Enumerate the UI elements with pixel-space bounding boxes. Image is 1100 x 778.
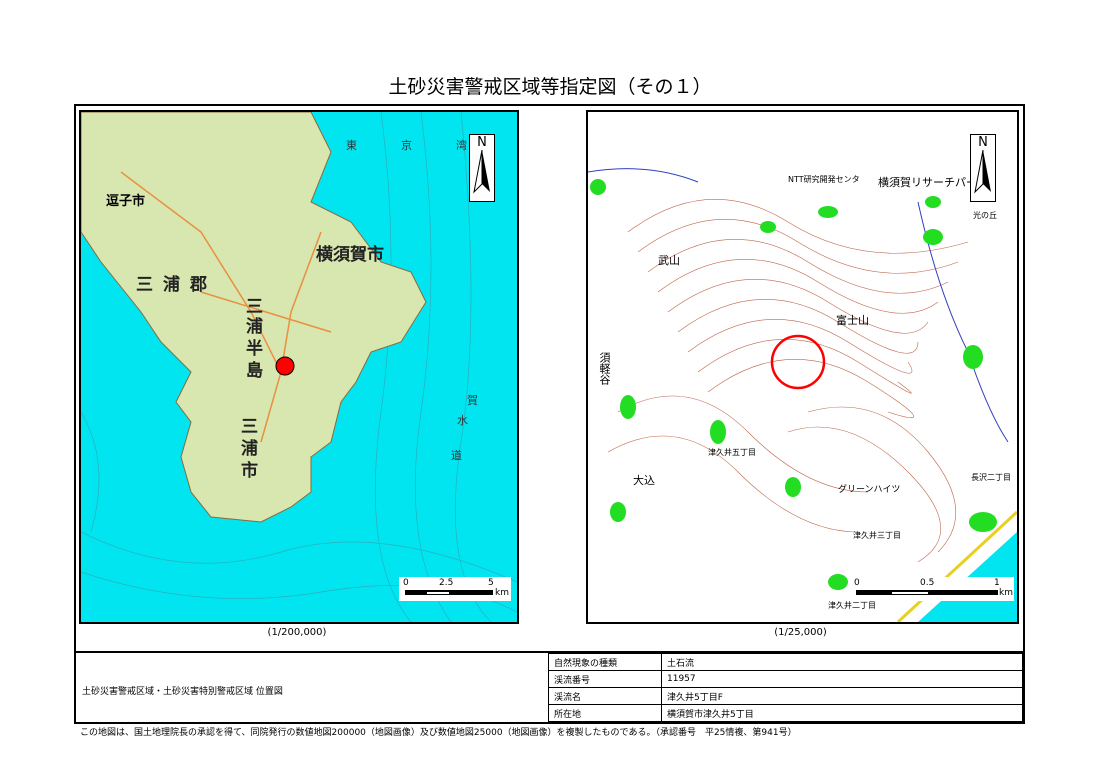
target-area-circle: [770, 334, 826, 390]
map-label: 道: [451, 449, 462, 462]
map-label: 浦: [246, 317, 263, 337]
row-value: 土石流: [661, 653, 1023, 671]
page-title: 土砂災害警戒区域等指定図（その１）: [388, 76, 712, 98]
map-label: 武山: [658, 254, 680, 267]
row-label: 渓流名: [548, 687, 662, 705]
north-arrow-icon: [473, 149, 490, 194]
scale-bar: 0 0.5 1 km: [850, 577, 1014, 601]
map-label: 三: [241, 417, 258, 437]
location-marker: [275, 356, 295, 376]
document-frame: [74, 104, 1025, 724]
north-label: N: [477, 135, 487, 150]
row-label: 自然現象の種類: [548, 653, 662, 671]
peninsula-land: [81, 112, 517, 622]
scale-unit: km: [999, 588, 1013, 598]
map-label: グリーンハイツ: [838, 485, 901, 495]
scale-tick: 0.5: [920, 578, 935, 588]
info-table: 自然現象の種類 土石流 渓流番号 11957 渓流名 津久井5丁目F 所在地 横須賀市津…: [548, 653, 1023, 722]
overview-scale-caption: (1/200,000): [267, 627, 327, 638]
detail-scale-caption: (1/25,000): [774, 627, 827, 638]
overview-map[interactable]: 横須賀市 三浦郡 逗子市 三 浦 半 島 三 浦 市 東 京 湾 賀 水 道 N…: [79, 110, 519, 624]
map-label: 水: [457, 414, 468, 427]
map-description: 土砂災害警戒区域・土砂災害特別警戒区域 位置図: [82, 687, 283, 697]
map-label: 賀: [467, 394, 478, 407]
map-label: 京: [401, 139, 412, 152]
row-label: 所在地: [548, 704, 662, 722]
map-label: 東: [346, 139, 357, 152]
map-label: 島: [246, 361, 263, 381]
map-label: 津久井三丁目: [853, 531, 901, 540]
row-value: 津久井5丁目F: [661, 687, 1023, 705]
north-arrow: N: [469, 134, 495, 202]
table-row: 自然現象の種類 土石流: [548, 653, 1023, 671]
map-label: 津久井五丁目: [708, 448, 756, 457]
map-label: 津久井二丁目: [828, 601, 876, 610]
detail-map[interactable]: 武山 富士山 横須賀リサーチパーク NTT研究開発センタ 津久井五丁目 津久井二…: [586, 110, 1019, 624]
north-arrow: N: [970, 134, 996, 202]
footnote: この地図は、国土地理院長の承認を得て、同院発行の数値地図200000（地図画像）…: [80, 728, 797, 738]
row-value: 横須賀市津久井5丁目: [661, 704, 1023, 722]
north-arrow-icon: [974, 149, 991, 194]
scale-tick: 1: [994, 578, 1000, 588]
table-row: 渓流名 津久井5丁目F: [548, 687, 1023, 705]
map-label: 横須賀リサーチパーク: [878, 176, 988, 189]
row-label: 渓流番号: [548, 670, 662, 688]
map-label: 三浦郡: [136, 275, 217, 295]
map-label: 光の丘: [973, 211, 997, 220]
scale-tick: 0: [403, 578, 409, 588]
map-label: NTT研究開発センタ: [788, 175, 860, 184]
map-label: 横須賀市: [316, 245, 384, 265]
scale-tick: 2.5: [439, 578, 454, 588]
north-label: N: [978, 135, 988, 150]
table-row: 所在地 横須賀市津久井5丁目: [548, 704, 1023, 722]
map-label: 浦: [241, 439, 258, 459]
divider: [76, 651, 1023, 653]
row-value: 11957: [661, 670, 1023, 688]
map-label: 富士山: [836, 314, 869, 327]
map-label: 三: [246, 297, 263, 317]
map-label: 市: [241, 461, 258, 481]
scale-bar: 0 2.5 5 km: [399, 577, 511, 601]
map-label: 逗子市: [106, 194, 146, 209]
table-row: 渓流番号 11957: [548, 670, 1023, 688]
map-label: 大込: [633, 474, 655, 487]
map-label: 長沢二丁目: [971, 473, 1011, 482]
map-label: 湾: [456, 139, 467, 152]
scale-tick: 0: [854, 578, 860, 588]
scale-unit: km: [495, 588, 509, 598]
map-label: 須軽谷: [598, 352, 611, 385]
scale-tick: 5: [488, 578, 494, 588]
map-label: 半: [246, 339, 263, 359]
